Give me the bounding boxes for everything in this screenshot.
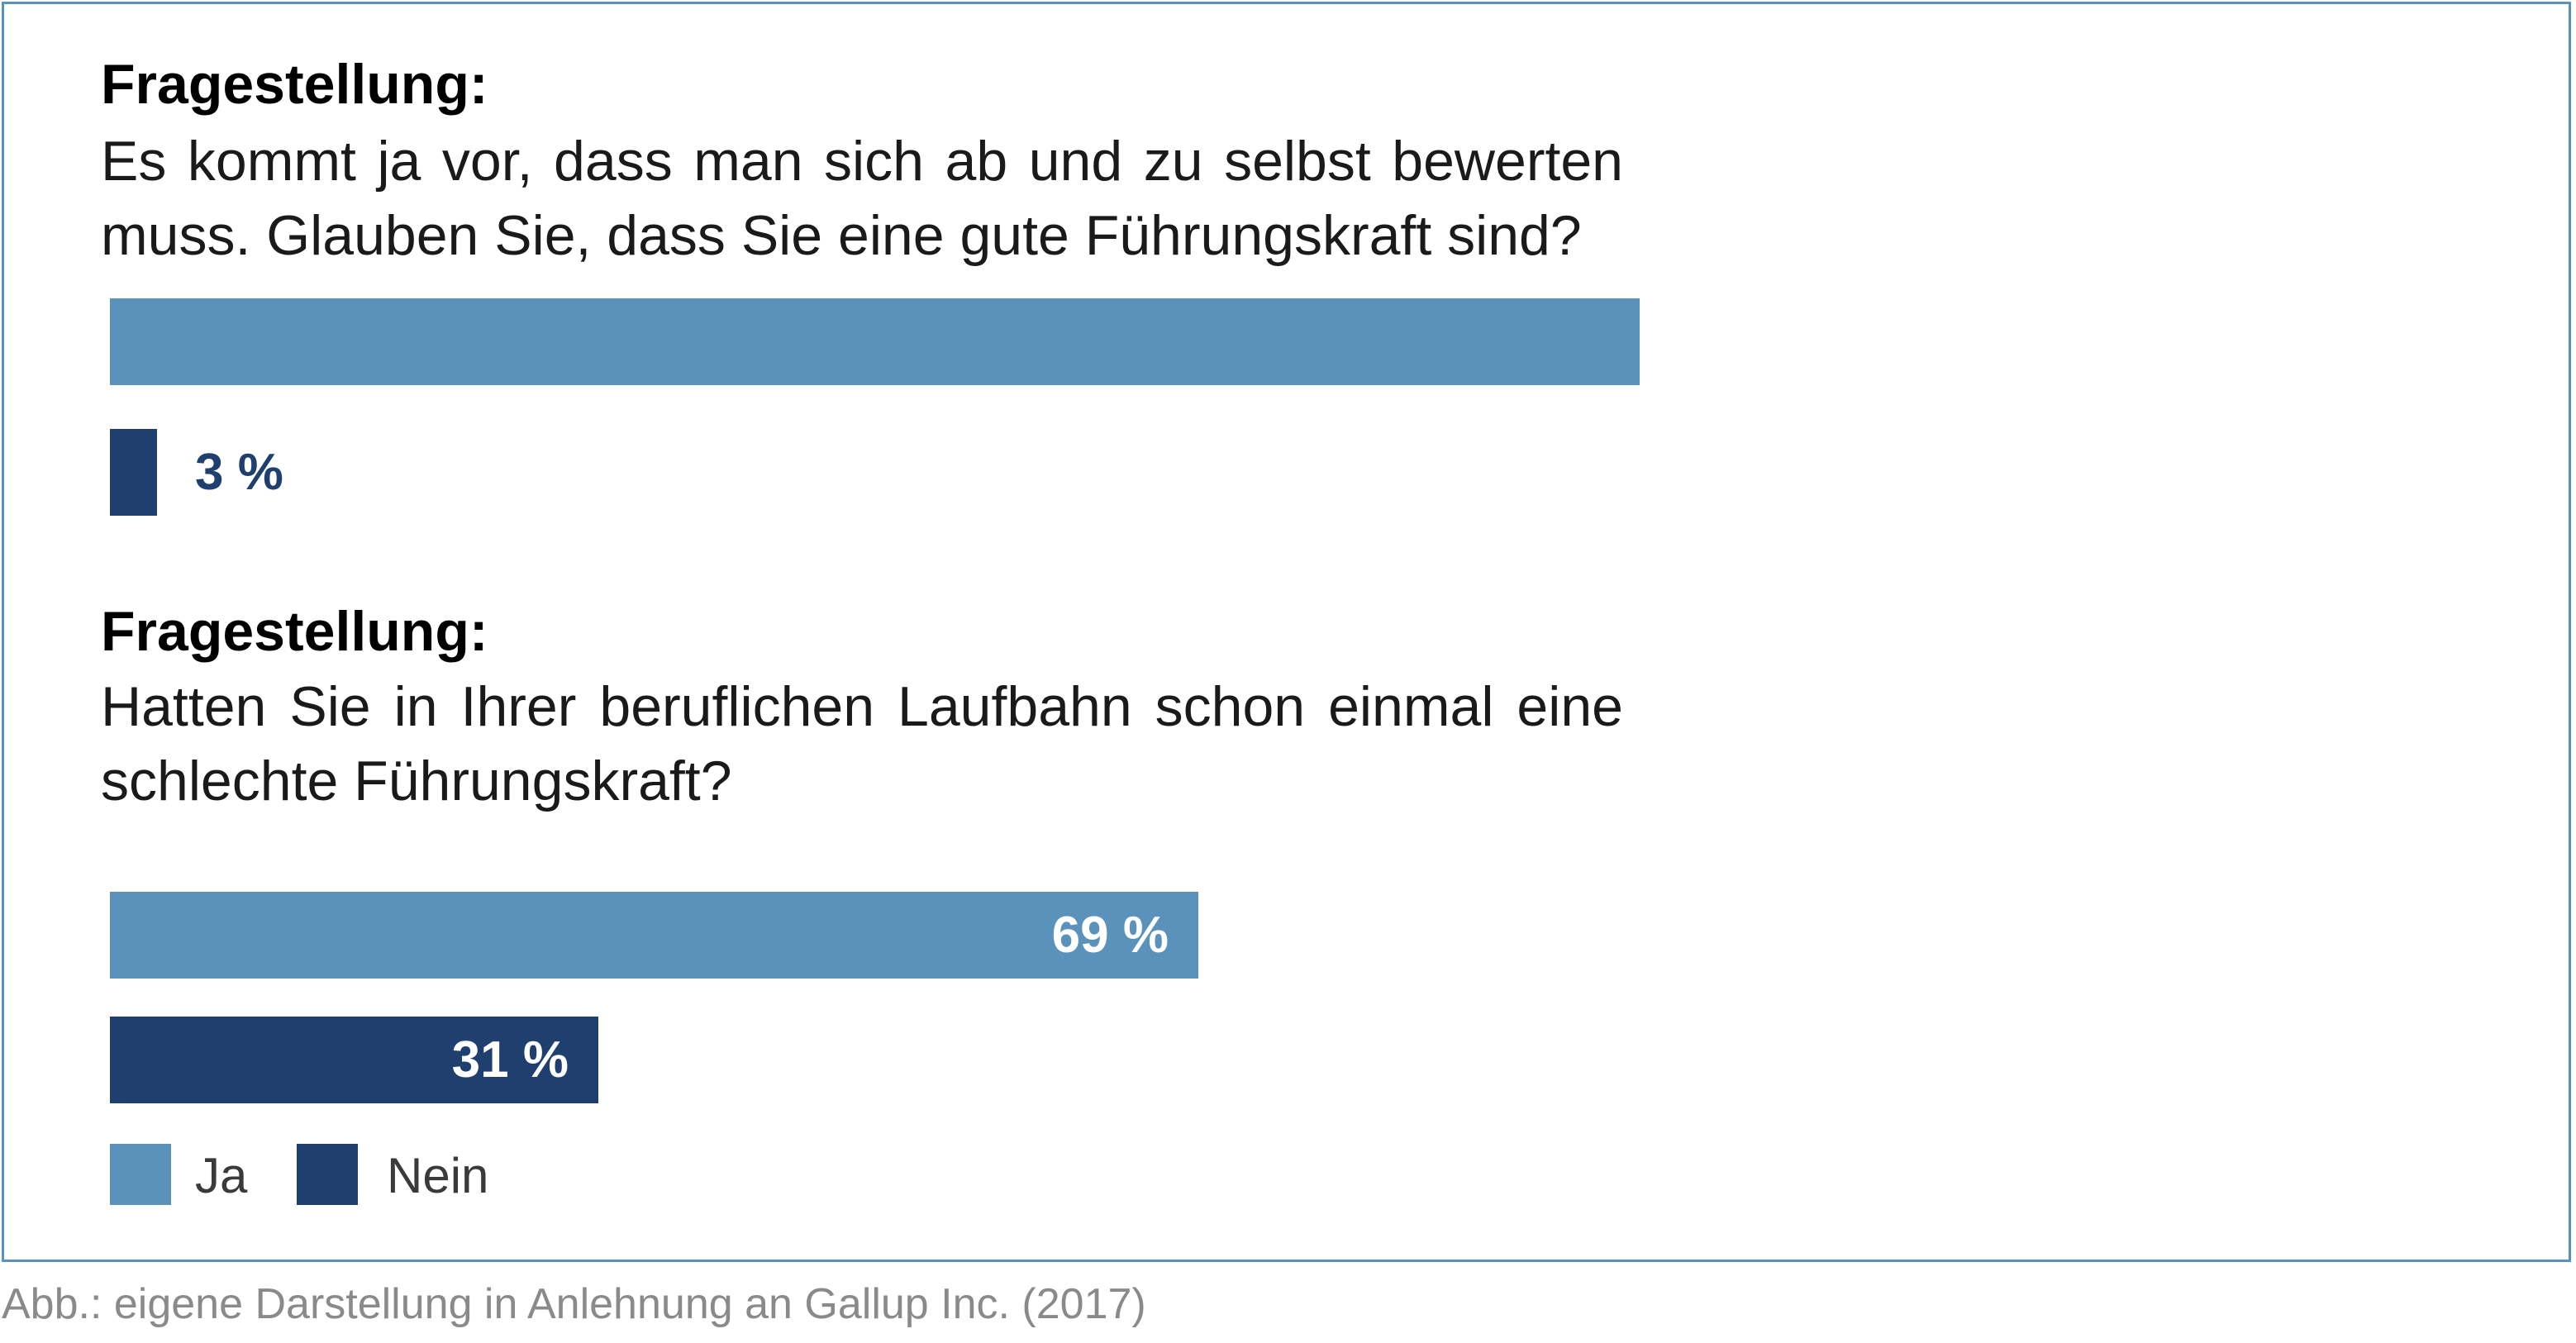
legend-label-nein: Nein: [387, 1148, 489, 1203]
legend-label-ja: Ja: [195, 1148, 248, 1203]
bar-q2-ja: [110, 892, 1198, 979]
bar-q1-ja: [110, 298, 1640, 385]
legend-swatch-ja: [110, 1144, 171, 1205]
bar-q2-nein: [110, 1017, 598, 1103]
bar-label-q1-nein: 3 %: [195, 444, 283, 501]
question-2-heading: Fragestellung:: [101, 600, 488, 663]
bar-label-q2-ja: 69 %: [1051, 907, 1169, 964]
source-caption: Abb.: eigene Darstellung in Anlehnung an…: [2, 1280, 1146, 1328]
chart-frame: [2, 2, 2571, 1262]
question-2-text: Hatten Sie in Ihrer beruflichen Laufbahn…: [101, 675, 1623, 812]
question-1-text: Es kommt ja vor, dass man sich ab und zu…: [101, 130, 1623, 267]
question-1-heading: Fragestellung:: [101, 53, 488, 116]
legend-swatch-nein: [297, 1144, 358, 1205]
bar-label-q2-nein: 31 %: [451, 1031, 569, 1088]
bar-q1-nein: [110, 429, 157, 516]
